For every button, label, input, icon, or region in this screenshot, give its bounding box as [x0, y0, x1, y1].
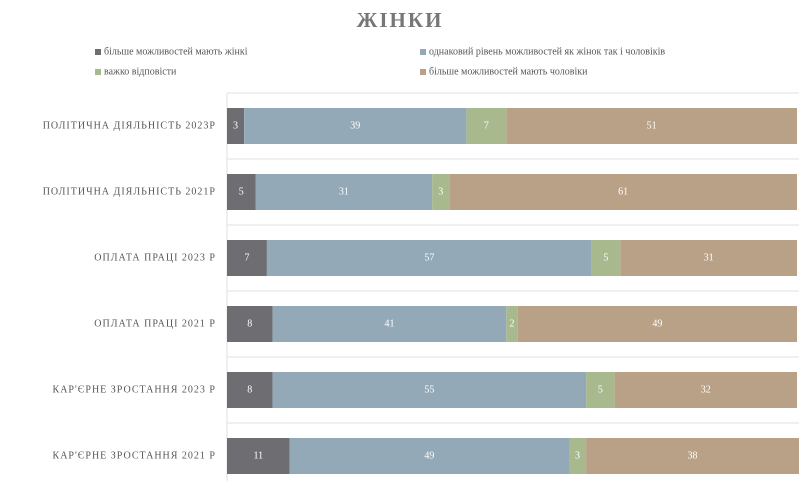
bar-segment [244, 108, 467, 144]
data-label: 57 [424, 252, 434, 263]
legend-swatch [95, 69, 101, 75]
bar-segment [586, 438, 799, 474]
bar-segment [506, 108, 797, 144]
data-label: 2 [510, 318, 515, 329]
data-label: 8 [247, 384, 252, 395]
bar-segment [466, 108, 507, 144]
data-label: 51 [647, 120, 657, 131]
bar-segment [620, 240, 797, 276]
chart-title: ЖІНКИ [357, 8, 444, 32]
data-label: 5 [239, 186, 244, 197]
data-label: 7 [244, 252, 249, 263]
data-label: 5 [598, 384, 603, 395]
bar-segment [449, 174, 797, 210]
legend-swatch [420, 49, 426, 55]
bar-segment [272, 372, 587, 408]
legend-label: більше можливостей мають чоловіки [429, 66, 588, 77]
category-label: КАР'ЄРНЕ ЗРОСТАННЯ 2023 Р [53, 384, 216, 395]
bar-segment [432, 174, 450, 210]
data-label: 3 [438, 186, 443, 197]
category-label: ПОЛІТИЧНА ДІЯЛЬНІСТЬ 2021Р [43, 186, 216, 197]
bar-segment [591, 240, 621, 276]
data-label: 11 [254, 450, 264, 461]
data-label: 61 [618, 186, 628, 197]
data-label: 31 [704, 252, 714, 263]
data-label: 8 [247, 318, 252, 329]
category-label: ОПЛАТА ПРАЦІ 2021 Р [94, 318, 216, 329]
legend-label: важко відповісти [104, 66, 177, 77]
bar-segment [255, 174, 433, 210]
legend-swatch [420, 69, 426, 75]
data-label: 41 [384, 318, 394, 329]
data-label: 5 [604, 252, 609, 263]
bar-segment [614, 372, 797, 408]
data-label: 49 [424, 450, 434, 461]
data-label: 3 [233, 120, 238, 131]
data-label: 3 [575, 450, 580, 461]
bar-segment [289, 438, 569, 474]
bar-segment [266, 240, 592, 276]
bar-segment [227, 174, 256, 210]
category-label: ПОЛІТИЧНА ДІЯЛЬНІСТЬ 2023Р [43, 120, 216, 131]
data-label: 31 [339, 186, 349, 197]
bar-segment [227, 306, 273, 342]
category-label: КАР'ЄРНЕ ЗРОСТАННЯ 2021 Р [53, 450, 216, 461]
data-label: 32 [701, 384, 711, 395]
legend-label: більше можливостей мають жінкі [104, 46, 248, 57]
data-label: 7 [484, 120, 489, 131]
bar-segment [227, 438, 290, 474]
bar-segment [227, 108, 245, 144]
bar-segment [227, 372, 273, 408]
data-label: 39 [350, 120, 360, 131]
bar-segment [586, 372, 615, 408]
category-label: ОПЛАТА ПРАЦІ 2023 Р [94, 252, 216, 263]
data-label: 55 [424, 384, 434, 395]
legend-swatch [95, 49, 101, 55]
bar-segment [517, 306, 797, 342]
legend-label: однаковий рівень можливостей як жінок та… [429, 46, 665, 57]
bar-segment [506, 306, 518, 342]
data-label: 49 [652, 318, 662, 329]
data-label: 38 [688, 450, 698, 461]
bar-segment [227, 240, 267, 276]
bar-segment [272, 306, 507, 342]
bar-segment [569, 438, 587, 474]
